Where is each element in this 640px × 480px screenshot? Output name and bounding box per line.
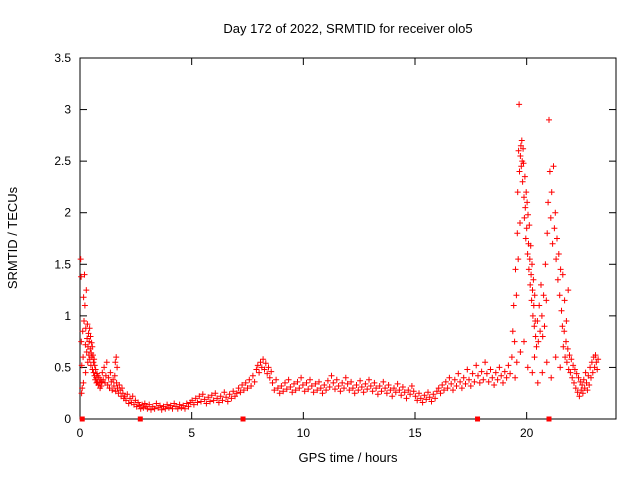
y-tick-label: 1: [64, 309, 71, 323]
x-tick-label: 0: [77, 426, 84, 440]
x-tick-label: 15: [408, 426, 422, 440]
y-tick-label: 0: [64, 412, 71, 426]
y-tick-label: 1.5: [54, 257, 71, 271]
zero-axis-marker: [240, 416, 246, 422]
y-tick-label: 0.5: [54, 360, 71, 374]
x-tick-label: 5: [188, 426, 195, 440]
y-tick-label: 3: [64, 103, 71, 117]
plot-border: [79, 57, 617, 420]
y-tick-label: 3.5: [54, 51, 71, 65]
zero-axis-marker: [475, 416, 481, 422]
y-tick-label: 2.5: [54, 154, 71, 168]
plot-area: 0 5 10 15 20 0 0.5 1 1.5 2 2.5 3 3.5: [54, 51, 617, 440]
y-axis-label: SRMTID / TECUs: [5, 186, 20, 289]
x-tick-label: 20: [520, 426, 534, 440]
chart-title: Day 172 of 2022, SRMTID for receiver olo…: [223, 21, 472, 36]
zero-axis-marker: [137, 416, 143, 422]
data-points: [77, 101, 602, 413]
zero-axis-marker: [79, 416, 85, 422]
x-tick-label: 10: [297, 426, 311, 440]
x-axis-label: GPS time / hours: [299, 450, 398, 465]
y-tick-label: 2: [64, 206, 71, 220]
zero-axis-marker: [546, 416, 552, 422]
